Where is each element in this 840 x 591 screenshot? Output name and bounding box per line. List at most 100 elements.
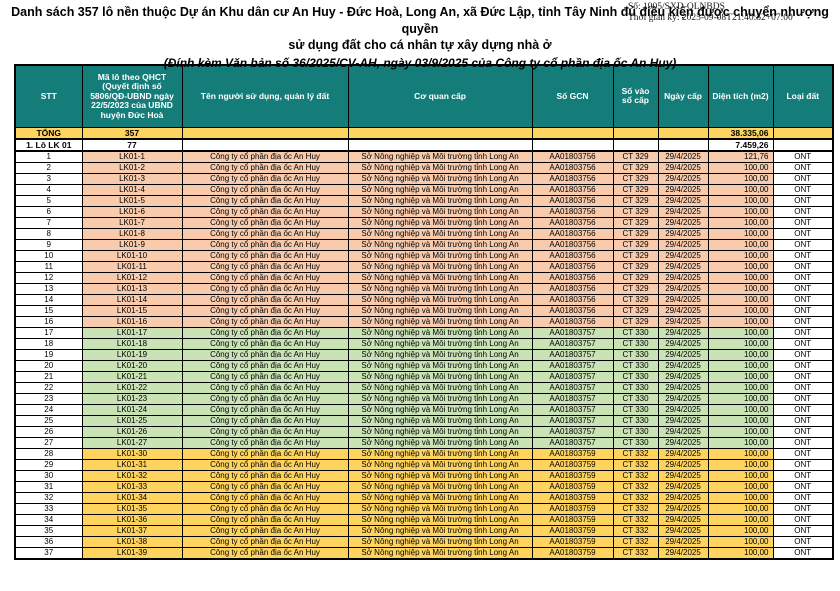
cell-book-no: CT 330: [612, 381, 659, 394]
cell-issue-date: 29/4/2025: [657, 370, 709, 383]
cell-lot-code: LK01-26: [81, 425, 183, 438]
cell-land-type: ONT: [772, 260, 834, 273]
cell-stt: 32: [14, 491, 83, 504]
cell-land-type: ONT: [772, 315, 834, 328]
cell-stt: 34: [14, 513, 83, 526]
cell-issue-date: 29/4/2025: [657, 172, 709, 185]
total-empty-date: [657, 126, 709, 140]
cell-gcn: AA01803757: [531, 348, 614, 361]
table-row: 1 LK01-1 Công ty cổ phần địa ốc An Huy S…: [14, 150, 834, 163]
cell-lot-code: LK01-8: [81, 227, 183, 240]
cell-land-type: ONT: [772, 216, 834, 229]
header-owner: Tên người sử dụng, quản lý đất: [181, 64, 349, 128]
cell-land-type: ONT: [772, 502, 834, 515]
cell-lot-code: LK01-3: [81, 172, 183, 185]
cell-owner: Công ty cổ phần địa ốc An Huy: [181, 216, 349, 229]
group-empty-gcn: [531, 138, 614, 152]
cell-issue-date: 29/4/2025: [657, 491, 709, 504]
cell-stt: 24: [14, 403, 83, 416]
cell-land-type: ONT: [772, 546, 834, 559]
cell-issue-date: 29/4/2025: [657, 469, 709, 482]
cell-area: 100,00: [707, 271, 774, 284]
cell-stt: 33: [14, 502, 83, 515]
table-row: 25 LK01-25 Công ty cổ phần địa ốc An Huy…: [14, 414, 834, 427]
cell-book-no: CT 329: [612, 304, 659, 317]
cell-gcn: AA01803756: [531, 271, 614, 284]
cell-land-type: ONT: [772, 425, 834, 438]
cell-issue-date: 29/4/2025: [657, 271, 709, 284]
cell-owner: Công ty cổ phần địa ốc An Huy: [181, 194, 349, 207]
cell-lot-code: LK01-30: [81, 447, 183, 460]
cell-owner: Công ty cổ phần địa ốc An Huy: [181, 238, 349, 251]
total-label: TỔNG: [14, 126, 83, 140]
cell-area: 100,00: [707, 469, 774, 482]
cell-area: 100,00: [707, 524, 774, 537]
cell-land-type: ONT: [772, 491, 834, 504]
cell-gcn: AA01803757: [531, 403, 614, 416]
cell-book-no: CT 330: [612, 436, 659, 449]
cell-owner: Công ty cổ phần địa ốc An Huy: [181, 480, 349, 493]
cell-owner: Công ty cổ phần địa ốc An Huy: [181, 502, 349, 515]
cell-land-type: ONT: [772, 304, 834, 317]
cell-gcn: AA01803756: [531, 183, 614, 196]
cell-agency: Sở Nông nghiệp và Môi trường tỉnh Long A…: [347, 337, 533, 350]
cell-owner: Công ty cổ phần địa ốc An Huy: [181, 161, 349, 174]
total-area: 38.335,06: [707, 126, 774, 140]
cell-lot-code: LK01-5: [81, 194, 183, 207]
cell-land-type: ONT: [772, 194, 834, 207]
cell-gcn: AA01803759: [531, 491, 614, 504]
cell-stt: 16: [14, 315, 83, 328]
cell-stt: 30: [14, 469, 83, 482]
cell-land-type: ONT: [772, 150, 834, 163]
cell-lot-code: LK01-24: [81, 403, 183, 416]
cell-book-no: CT 332: [612, 502, 659, 515]
cell-book-no: CT 329: [612, 249, 659, 262]
cell-lot-code: LK01-36: [81, 513, 183, 526]
cell-gcn: AA01803756: [531, 194, 614, 207]
table-row: 30 LK01-32 Công ty cổ phần địa ốc An Huy…: [14, 469, 834, 482]
header-book-no: Số vào sổ cấp: [612, 64, 659, 128]
cell-gcn: AA01803756: [531, 315, 614, 328]
total-lot-count: 357: [81, 126, 183, 140]
cell-lot-code: LK01-16: [81, 315, 183, 328]
table-row: 11 LK01-11 Công ty cổ phần địa ốc An Huy…: [14, 260, 834, 273]
cell-lot-code: LK01-21: [81, 370, 183, 383]
cell-agency: Sở Nông nghiệp và Môi trường tỉnh Long A…: [347, 260, 533, 273]
cell-area: 121,76: [707, 150, 774, 163]
cell-agency: Sở Nông nghiệp và Môi trường tỉnh Long A…: [347, 436, 533, 449]
cell-stt: 37: [14, 546, 83, 559]
cell-agency: Sở Nông nghiệp và Môi trường tỉnh Long A…: [347, 238, 533, 251]
cell-agency: Sở Nông nghiệp và Môi trường tỉnh Long A…: [347, 370, 533, 383]
cell-issue-date: 29/4/2025: [657, 414, 709, 427]
cell-area: 100,00: [707, 480, 774, 493]
cell-gcn: AA01803756: [531, 238, 614, 251]
cell-stt: 7: [14, 216, 83, 229]
cell-lot-code: LK01-25: [81, 414, 183, 427]
cell-agency: Sở Nông nghiệp và Môi trường tỉnh Long A…: [347, 183, 533, 196]
cell-agency: Sở Nông nghiệp và Môi trường tỉnh Long A…: [347, 249, 533, 262]
cell-area: 100,00: [707, 326, 774, 339]
cell-gcn: AA01803757: [531, 425, 614, 438]
cell-gcn: AA01803759: [531, 458, 614, 471]
cell-stt: 13: [14, 282, 83, 295]
cell-stt: 19: [14, 348, 83, 361]
cell-gcn: AA01803756: [531, 227, 614, 240]
cell-issue-date: 29/4/2025: [657, 326, 709, 339]
cell-stt: 15: [14, 304, 83, 317]
cell-agency: Sở Nông nghiệp và Môi trường tỉnh Long A…: [347, 535, 533, 548]
cell-lot-code: LK01-15: [81, 304, 183, 317]
cell-area: 100,00: [707, 348, 774, 361]
cell-agency: Sở Nông nghiệp và Môi trường tỉnh Long A…: [347, 392, 533, 405]
cell-lot-code: LK01-35: [81, 502, 183, 515]
cell-owner: Công ty cổ phần địa ốc An Huy: [181, 172, 349, 185]
cell-issue-date: 29/4/2025: [657, 205, 709, 218]
table-row: 14 LK01-14 Công ty cổ phần địa ốc An Huy…: [14, 293, 834, 306]
table-row: 34 LK01-36 Công ty cổ phần địa ốc An Huy…: [14, 513, 834, 526]
cell-gcn: AA01803757: [531, 337, 614, 350]
cell-owner: Công ty cổ phần địa ốc An Huy: [181, 458, 349, 471]
document-title: Danh sách 357 lô nền thuộc Dự án Khu dân…: [0, 4, 840, 71]
cell-agency: Sở Nông nghiệp và Môi trường tỉnh Long A…: [347, 172, 533, 185]
cell-owner: Công ty cổ phần địa ốc An Huy: [181, 414, 349, 427]
cell-agency: Sở Nông nghiệp và Môi trường tỉnh Long A…: [347, 502, 533, 515]
cell-issue-date: 29/4/2025: [657, 227, 709, 240]
